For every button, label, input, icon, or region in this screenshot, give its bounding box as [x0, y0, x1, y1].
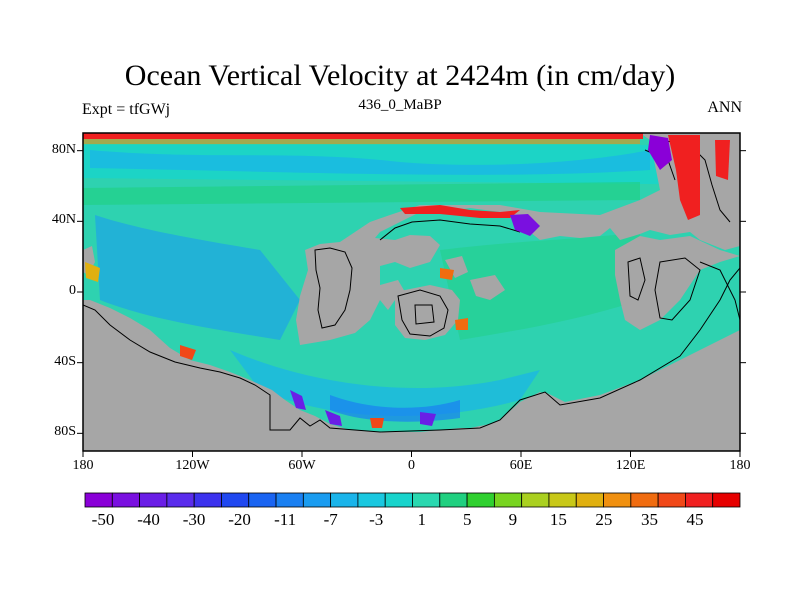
x-tick-label: 180: [72, 458, 94, 473]
colorbar-box: [521, 492, 550, 508]
ocean-green-tethys: [440, 232, 640, 340]
coastline-north: [314, 219, 521, 329]
colorbar-box: [275, 492, 304, 508]
y-tick-label: 80S: [54, 424, 76, 440]
colorbar-label: -3: [369, 510, 384, 529]
period-label: 436_0_MaBP: [358, 97, 442, 113]
coldspot-south: [290, 390, 436, 426]
hotspot-west: [85, 262, 100, 282]
colorbar-box: [330, 492, 359, 508]
colorbar-label: 9: [508, 510, 518, 529]
colorbar-box: [466, 492, 495, 508]
coastline: [83, 267, 740, 433]
colorbar-box: [248, 492, 277, 508]
colorbar-box: [384, 492, 413, 508]
ocean-blue-patch-north: [90, 150, 650, 175]
x-tick-label: 120E: [615, 458, 646, 473]
plot-title: Ocean Vertical Velocity at 2424m (in cm/…: [124, 59, 676, 92]
y-tick-label: 40N: [51, 212, 76, 228]
land-antarctica: [83, 305, 740, 451]
colorbar-label: -30: [182, 510, 206, 529]
x-tick-label: 60E: [509, 458, 533, 473]
colorbar-box: [221, 492, 250, 508]
colorbar-box: [139, 492, 168, 508]
hotspot-arctic-strip: [83, 133, 643, 139]
colorbar-label: 15: [549, 510, 567, 529]
x-tick-label: 120W: [175, 458, 210, 473]
land-gondwana-africa: [380, 280, 405, 310]
x-tick-label: 180: [729, 458, 751, 473]
colorbar-label: -11: [274, 510, 297, 529]
colorbar-box: [685, 492, 714, 508]
colorbar-label: 1: [417, 510, 427, 529]
coldspot-tethys: [510, 214, 540, 236]
colorbar-label: -7: [323, 510, 338, 529]
colorbar-label: -20: [228, 510, 251, 529]
hotspot-central: [440, 268, 468, 330]
colorbar-box: [603, 492, 632, 508]
colorbar-box: [493, 492, 523, 508]
colorbar-box: [575, 492, 604, 508]
colorbar-label: 45: [686, 510, 704, 529]
x-tick-label: 60W: [288, 458, 316, 473]
y-tick-label: 40S: [54, 353, 76, 369]
y-tick-label: 0: [69, 283, 76, 298]
hotspot-northeast2: [715, 140, 730, 180]
y-tick-label: 80N: [51, 141, 76, 157]
x-tick-label: 0: [408, 458, 415, 473]
colorbar-box: [657, 492, 686, 508]
colorbar-box: [302, 492, 332, 508]
colorbar-box: [84, 492, 113, 508]
coastline-central: [397, 289, 449, 337]
colorbar-box: [111, 492, 140, 508]
land-small-islands: [445, 256, 505, 300]
ocean-green-band: [83, 182, 640, 205]
ocean-blue-pacific: [95, 215, 300, 340]
coastline-east: [627, 257, 740, 321]
colorbar-box: [630, 492, 659, 508]
colorbar-box: [548, 492, 577, 508]
season-label: ANN: [707, 99, 742, 116]
colorbar-label: 5: [463, 510, 472, 529]
hotspot-tethys: [400, 205, 520, 218]
hotspot-northeast: [668, 135, 700, 220]
colorbar-box: [166, 492, 195, 508]
colorbar-label: 35: [640, 510, 658, 529]
colorbar-label: 25: [595, 510, 613, 529]
colorbar-box: [439, 492, 468, 508]
land-central-block: [395, 285, 460, 340]
colorbar-box: [412, 492, 441, 508]
hotspot-arctic-orange: [83, 139, 640, 144]
experiment-label: Expt = tfGWj: [82, 101, 171, 118]
ocean-blue-south: [230, 350, 540, 417]
colorbar-box: [357, 492, 386, 508]
colorbar-box: [712, 492, 741, 508]
colorbar-box: [193, 492, 222, 508]
y-axis: [77, 150, 746, 434]
coldspot-northeast: [648, 135, 672, 170]
colorbar-label: -50: [91, 510, 115, 529]
x-axis: [82, 451, 741, 457]
colorbar-label: -40: [137, 510, 160, 529]
